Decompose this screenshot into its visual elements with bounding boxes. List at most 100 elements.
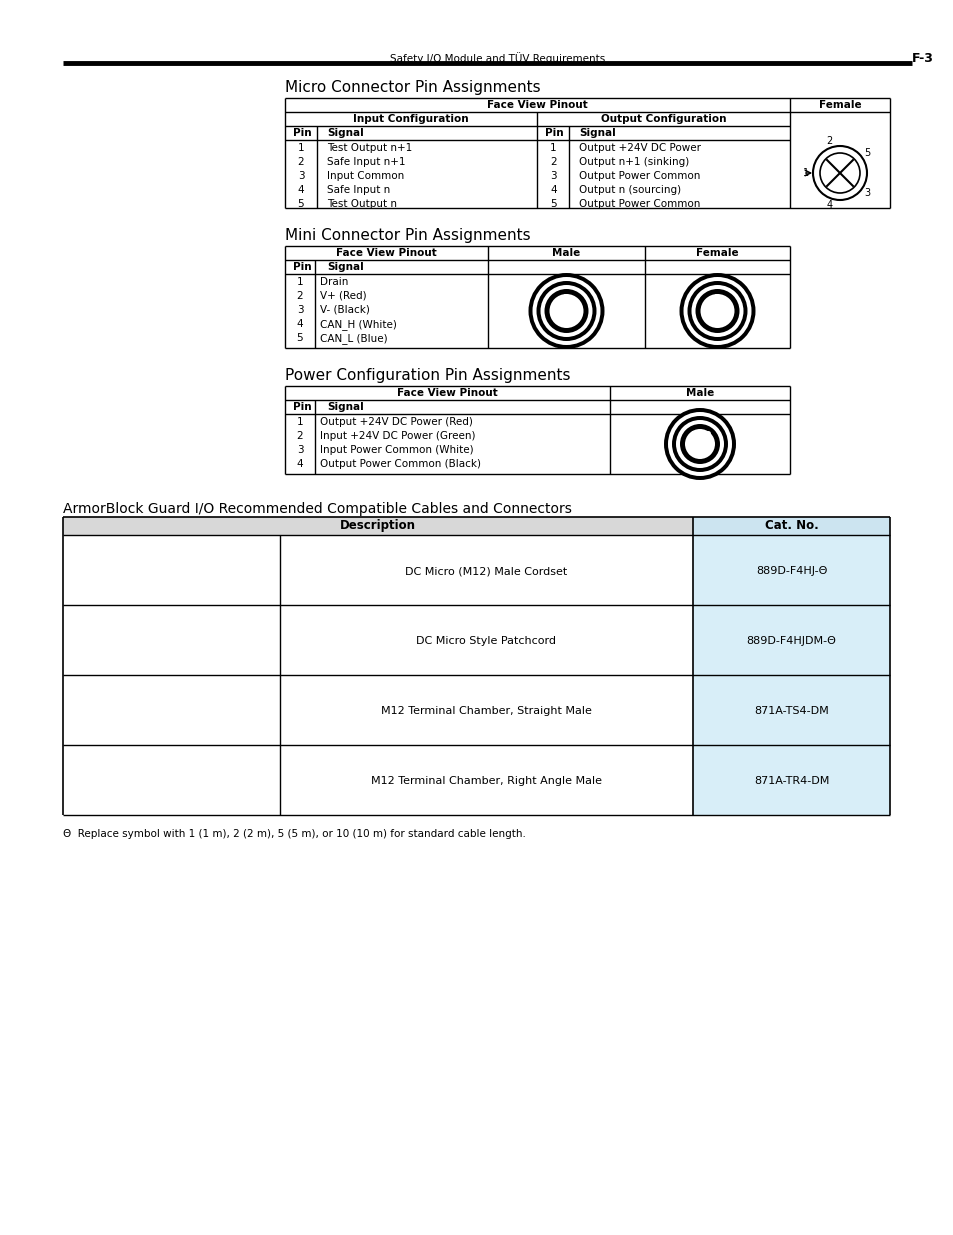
Text: Power Configuration Pin Assignments: Power Configuration Pin Assignments: [285, 368, 570, 383]
Text: 5: 5: [297, 199, 304, 209]
Text: Pin: Pin: [293, 128, 312, 138]
Text: Drain: Drain: [319, 277, 348, 287]
Text: Face View Pinout: Face View Pinout: [335, 248, 436, 258]
Text: Pin: Pin: [545, 128, 563, 138]
Text: Signal: Signal: [327, 128, 363, 138]
Text: 2: 2: [296, 291, 303, 301]
Text: 1: 1: [297, 143, 304, 153]
Text: 889D-F4HJDM-Θ: 889D-F4HJDM-Θ: [746, 636, 836, 646]
Text: Description: Description: [339, 519, 416, 532]
Text: ArmorBlock Guard I/O Recommended Compatible Cables and Connectors: ArmorBlock Guard I/O Recommended Compati…: [63, 501, 571, 516]
Text: F-3: F-3: [911, 52, 933, 65]
FancyBboxPatch shape: [692, 676, 889, 745]
Circle shape: [682, 277, 751, 345]
FancyBboxPatch shape: [692, 745, 889, 815]
Circle shape: [536, 282, 596, 341]
Circle shape: [528, 273, 604, 350]
Text: CAN_H (White): CAN_H (White): [319, 319, 396, 330]
Text: 3: 3: [296, 445, 303, 454]
Text: Output +24V DC Power (Red): Output +24V DC Power (Red): [319, 417, 473, 427]
Text: 3: 3: [863, 188, 870, 198]
Circle shape: [684, 429, 714, 459]
Text: 1: 1: [296, 277, 303, 287]
Text: 2: 2: [825, 136, 832, 146]
Text: 3: 3: [556, 316, 562, 326]
Circle shape: [671, 416, 727, 472]
Text: Test Output n: Test Output n: [327, 199, 396, 209]
Circle shape: [691, 285, 742, 337]
Text: Θ  Replace symbol with 1 (1 m), 2 (2 m), 5 (5 m), or 10 (10 m) for standard cabl: Θ Replace symbol with 1 (1 m), 2 (2 m), …: [63, 829, 525, 839]
Text: Safety I/O Module and TÜV Requirements: Safety I/O Module and TÜV Requirements: [390, 52, 604, 64]
Text: Pin: Pin: [293, 262, 312, 272]
Text: CAN_L (Blue): CAN_L (Blue): [319, 333, 387, 343]
Text: 3: 3: [296, 305, 303, 315]
Text: 1: 1: [703, 447, 710, 457]
Text: Signal: Signal: [327, 262, 363, 272]
Text: 1: 1: [550, 143, 557, 153]
Circle shape: [679, 424, 720, 464]
Circle shape: [820, 153, 859, 193]
Text: Test Output n+1: Test Output n+1: [327, 143, 412, 153]
Circle shape: [540, 285, 592, 337]
Text: Signal: Signal: [578, 128, 616, 138]
Text: Mini Connector Pin Assignments: Mini Connector Pin Assignments: [285, 228, 530, 243]
Text: Safe Input n+1: Safe Input n+1: [327, 157, 405, 167]
Text: 2: 2: [550, 157, 557, 167]
Text: 3: 3: [720, 316, 727, 326]
Circle shape: [544, 289, 588, 333]
Text: Signal: Signal: [327, 403, 363, 412]
Text: Output Power Common: Output Power Common: [578, 170, 700, 182]
Text: Output +24V DC Power: Output +24V DC Power: [578, 143, 700, 153]
Text: 4: 4: [570, 316, 577, 326]
Text: Face View Pinout: Face View Pinout: [396, 388, 497, 398]
Text: 2: 2: [296, 431, 303, 441]
Text: 1: 1: [802, 168, 808, 178]
Text: 5: 5: [702, 303, 709, 312]
Circle shape: [549, 294, 583, 329]
Text: 5: 5: [550, 199, 557, 209]
FancyBboxPatch shape: [63, 517, 692, 535]
Text: Female: Female: [818, 100, 861, 110]
Text: Output Power Common: Output Power Common: [578, 199, 700, 209]
Circle shape: [687, 282, 747, 341]
Circle shape: [812, 146, 866, 200]
Text: 1: 1: [714, 294, 720, 304]
Text: V+ (Red): V+ (Red): [319, 291, 366, 301]
Circle shape: [679, 273, 755, 350]
Text: Output n+1 (sinking): Output n+1 (sinking): [578, 157, 689, 167]
Text: 4: 4: [296, 319, 303, 329]
Text: 871A-TR4-DM: 871A-TR4-DM: [753, 776, 828, 785]
FancyBboxPatch shape: [692, 517, 889, 535]
Text: 2: 2: [297, 157, 304, 167]
FancyBboxPatch shape: [692, 535, 889, 605]
Text: 5: 5: [863, 148, 870, 158]
Circle shape: [663, 408, 735, 480]
Text: Input Power Common (White): Input Power Common (White): [319, 445, 473, 454]
Circle shape: [695, 289, 739, 333]
Text: 2: 2: [725, 303, 732, 312]
Text: Micro Connector Pin Assignments: Micro Connector Pin Assignments: [285, 80, 540, 95]
Text: 871A-TS4-DM: 871A-TS4-DM: [753, 706, 828, 716]
Text: M12 Terminal Chamber, Right Angle Male: M12 Terminal Chamber, Right Angle Male: [371, 776, 601, 785]
Text: Face View Pinout: Face View Pinout: [487, 100, 587, 110]
Text: Safe Input n: Safe Input n: [327, 185, 390, 195]
Text: 4: 4: [297, 185, 304, 195]
Text: Output Configuration: Output Configuration: [600, 114, 726, 124]
Text: Output n (sourcing): Output n (sourcing): [578, 185, 680, 195]
Text: DC Micro (M12) Male Cordset: DC Micro (M12) Male Cordset: [405, 566, 567, 576]
Text: Output Power Common (Black): Output Power Common (Black): [319, 459, 480, 469]
Text: Female: Female: [696, 248, 738, 258]
Text: 5: 5: [296, 333, 303, 343]
Text: Input Configuration: Input Configuration: [353, 114, 469, 124]
Text: 889D-F4HJ-Θ: 889D-F4HJ-Θ: [755, 566, 826, 576]
Text: 2: 2: [703, 431, 710, 441]
Circle shape: [667, 412, 731, 475]
Text: Cat. No.: Cat. No.: [763, 519, 818, 532]
Text: M12 Terminal Chamber, Straight Male: M12 Terminal Chamber, Straight Male: [380, 706, 591, 716]
Circle shape: [676, 420, 723, 468]
Text: DC Micro Style Patchcord: DC Micro Style Patchcord: [416, 636, 556, 646]
Text: 3: 3: [297, 170, 304, 182]
FancyBboxPatch shape: [692, 605, 889, 676]
Circle shape: [532, 277, 599, 345]
Text: 2: 2: [551, 303, 558, 312]
